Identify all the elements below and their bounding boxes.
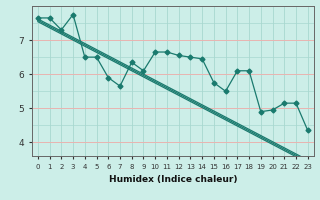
X-axis label: Humidex (Indice chaleur): Humidex (Indice chaleur) <box>108 175 237 184</box>
